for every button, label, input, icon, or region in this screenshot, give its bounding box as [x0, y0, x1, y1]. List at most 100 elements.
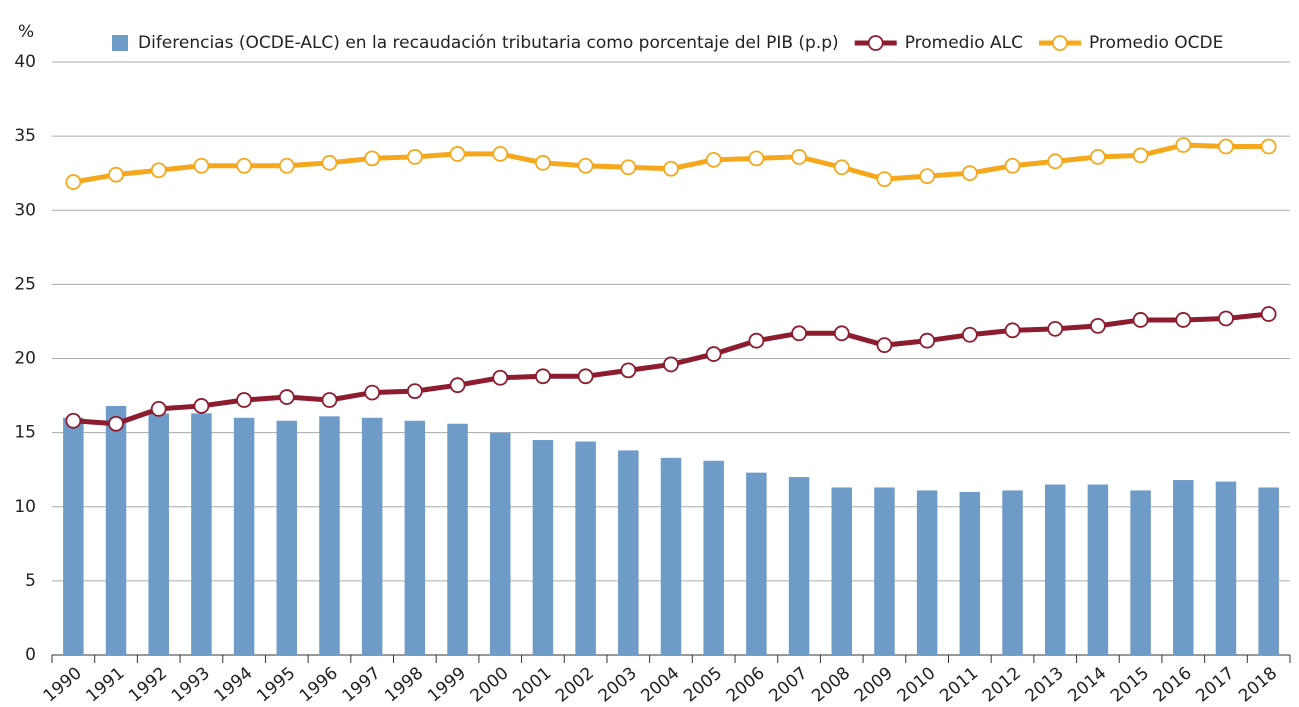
point — [1047, 153, 1064, 170]
x-tick-label: 1990 — [40, 663, 86, 706]
y-tick-label: 30 — [14, 200, 36, 220]
bar — [233, 417, 255, 655]
x-tick-label: 2000 — [467, 663, 513, 706]
y-tick-label: 20 — [14, 349, 36, 369]
bar — [1087, 484, 1109, 655]
x-tick-label: 2001 — [509, 663, 555, 706]
point — [791, 325, 807, 342]
x-tick-label: 1999 — [424, 663, 470, 706]
x-tick-label: 2011 — [936, 663, 982, 706]
point — [236, 392, 253, 408]
point — [193, 157, 210, 174]
point — [1089, 148, 1106, 165]
legend-label: Promedio ALC — [905, 33, 1023, 53]
bar — [1044, 484, 1066, 655]
x-tick-label: 2007 — [765, 663, 811, 706]
point — [1004, 157, 1021, 174]
point — [108, 415, 124, 432]
bar — [1258, 487, 1279, 655]
point — [919, 168, 936, 185]
bar — [575, 441, 596, 655]
point — [876, 337, 893, 354]
y-tick-label: 35 — [14, 126, 36, 146]
point — [535, 154, 551, 171]
y-tick-label: 40 — [14, 52, 36, 72]
point — [833, 159, 850, 176]
legend-label: Diferencias (OCDE-ALC) en la recaudación… — [138, 33, 839, 53]
point — [748, 332, 765, 349]
point — [620, 362, 637, 379]
bar — [148, 413, 169, 655]
point — [663, 160, 679, 177]
point — [663, 356, 679, 373]
point — [108, 166, 124, 183]
point — [620, 159, 637, 176]
point — [1132, 312, 1149, 328]
point — [1218, 310, 1234, 327]
point — [577, 368, 594, 385]
bar — [874, 487, 895, 655]
x-tick-label: 1992 — [125, 663, 171, 706]
point — [748, 150, 765, 167]
bar — [63, 417, 84, 655]
bar — [319, 416, 340, 655]
x-tick-label: 1993 — [168, 663, 214, 706]
x-tick-label: 2006 — [723, 663, 769, 706]
y-tick-label: 25 — [14, 274, 36, 294]
bar — [489, 432, 511, 655]
point — [492, 369, 509, 386]
bar — [361, 417, 383, 655]
bar — [618, 450, 639, 655]
point — [150, 401, 167, 417]
point — [535, 368, 551, 385]
point — [406, 148, 423, 165]
bar — [1002, 490, 1023, 655]
point — [791, 148, 807, 165]
x-tick-label: 2008 — [808, 663, 854, 706]
point — [364, 384, 381, 401]
legend-label: Promedio OCDE — [1089, 33, 1223, 53]
point — [961, 326, 978, 343]
point — [1175, 137, 1192, 153]
x-tick-label: 2017 — [1192, 663, 1238, 706]
bar — [1173, 480, 1194, 655]
point — [919, 332, 936, 349]
x-tick-label: 2014 — [1064, 663, 1110, 706]
y-tick-label: 10 — [14, 497, 36, 517]
bar — [276, 420, 298, 655]
y-tick-label: 15 — [14, 423, 36, 443]
point — [193, 398, 210, 414]
point — [492, 146, 509, 162]
x-tick-label: 1994 — [211, 663, 257, 706]
bar — [191, 413, 212, 655]
y-tick-label: 5 — [25, 571, 36, 591]
x-tick-label: 2016 — [1150, 663, 1196, 706]
x-tick-label: 2015 — [1107, 663, 1153, 706]
bar — [831, 487, 853, 655]
x-tick-label: 2018 — [1235, 663, 1281, 706]
point — [65, 174, 82, 190]
bar — [1215, 481, 1237, 655]
point — [1175, 312, 1192, 328]
bar — [959, 491, 981, 655]
point — [1047, 320, 1064, 337]
point — [150, 162, 167, 179]
bar — [746, 472, 767, 655]
point — [449, 146, 466, 162]
point — [1132, 147, 1149, 164]
point — [1218, 138, 1234, 155]
bar — [788, 477, 810, 655]
bar — [1130, 490, 1151, 655]
legend-point — [867, 35, 884, 51]
bar — [660, 457, 682, 655]
x-tick-label: 2012 — [979, 663, 1025, 706]
point — [406, 383, 423, 400]
point — [364, 150, 381, 167]
y-tick-label: 0 — [25, 645, 36, 665]
y-axis-label: % — [18, 22, 34, 42]
point — [65, 412, 82, 429]
x-tick-label: 1991 — [82, 663, 128, 706]
bar — [532, 440, 554, 655]
point — [833, 325, 850, 342]
